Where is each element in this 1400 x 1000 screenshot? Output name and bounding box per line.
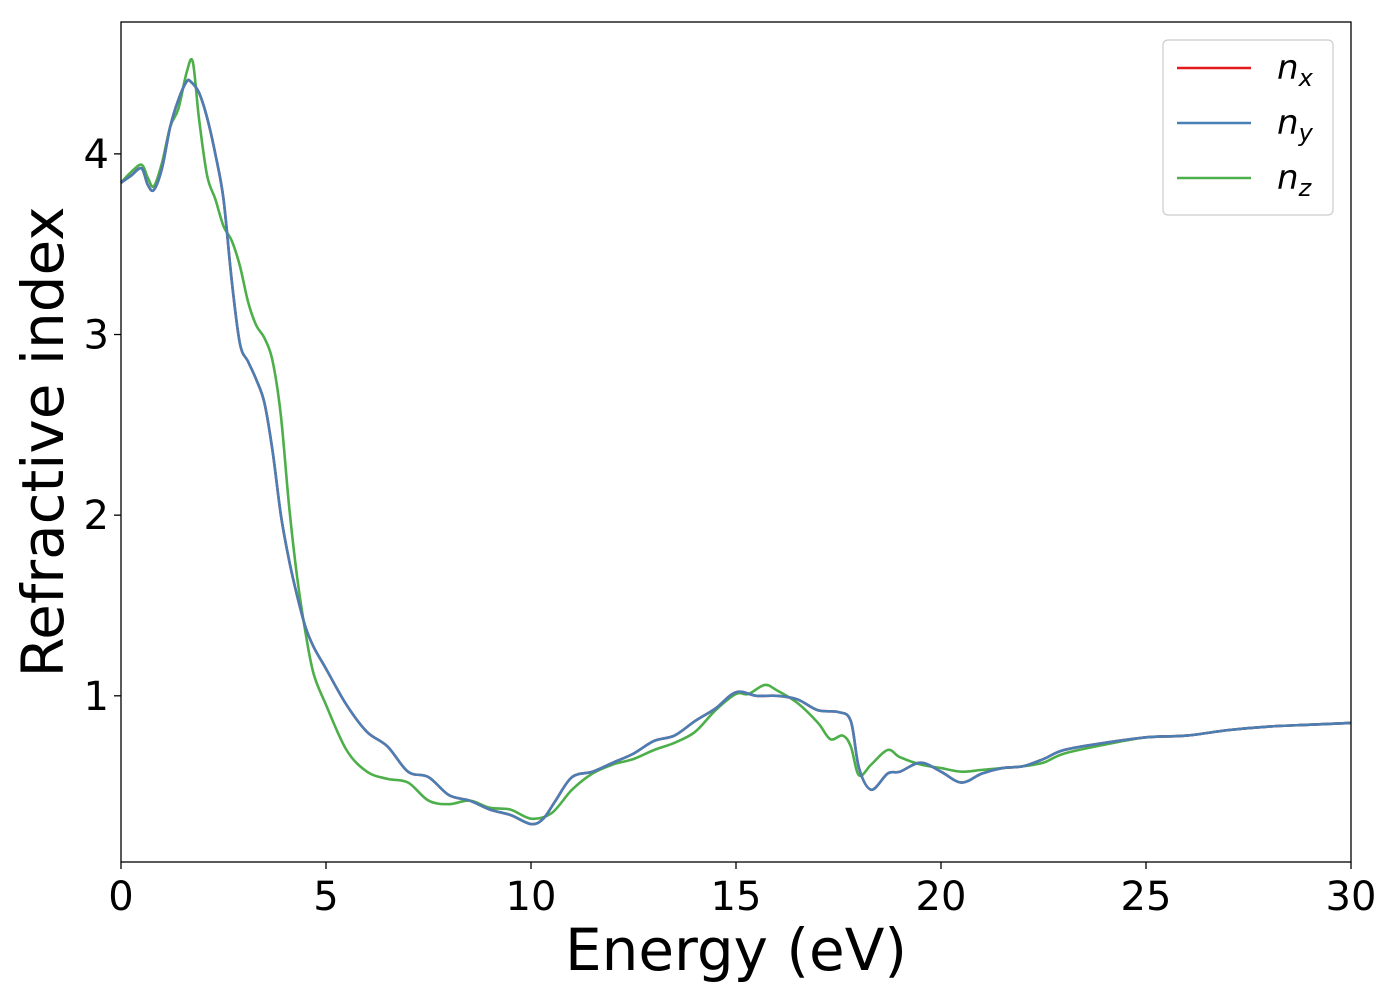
legend-box — [1162, 39, 1334, 216]
legend-item-z: nz — [1177, 158, 1313, 202]
ticks-layer: 0 5 10 15 20 25 30 1 2 3 4 — [84, 132, 1377, 920]
legend-item-y: ny — [1177, 103, 1314, 147]
y-axis-title: Refractive index — [9, 206, 77, 677]
series-line-y — [120, 78, 1352, 826]
legend-label-x: nx — [1277, 48, 1314, 92]
x-tick-label: 5 — [313, 874, 338, 920]
series-line-z — [120, 57, 1352, 821]
y-tick-label: 3 — [84, 313, 109, 359]
legend-label-z: nz — [1277, 158, 1313, 202]
x-tick-label: 15 — [711, 874, 762, 920]
y-tick-label: 2 — [84, 493, 109, 539]
y-tick-label: 1 — [84, 674, 109, 720]
x-tick-label: 20 — [916, 874, 967, 920]
x-tick-label: 0 — [108, 874, 133, 920]
x-axis-title: Energy (eV) — [565, 916, 907, 984]
series-layer — [120, 57, 1352, 826]
legend: nx ny nz — [1162, 39, 1334, 216]
y-tick-label: 4 — [84, 132, 109, 178]
x-tick-label: 30 — [1326, 874, 1377, 920]
legend-item-x: nx — [1177, 48, 1314, 92]
x-tick-label: 10 — [506, 874, 557, 920]
legend-label-y: ny — [1277, 103, 1314, 147]
x-tick-label: 25 — [1121, 874, 1172, 920]
